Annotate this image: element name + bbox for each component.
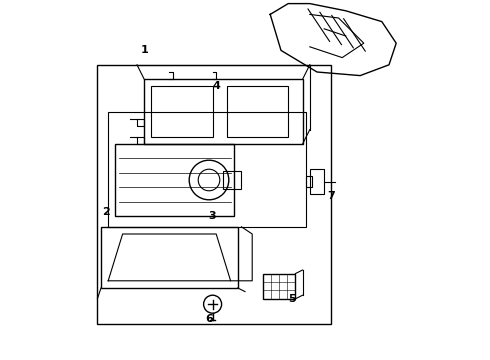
Text: 1: 1 xyxy=(140,45,148,55)
Bar xyxy=(116,144,234,216)
Bar xyxy=(263,274,295,299)
Bar xyxy=(306,176,312,187)
Text: 5: 5 xyxy=(288,294,295,304)
Bar xyxy=(227,86,288,137)
Bar xyxy=(144,79,303,144)
Text: 7: 7 xyxy=(327,191,335,201)
Text: 6: 6 xyxy=(205,314,213,324)
Bar xyxy=(223,171,242,189)
Text: 2: 2 xyxy=(102,207,110,217)
Bar xyxy=(151,86,213,137)
Bar xyxy=(98,65,331,324)
Bar xyxy=(108,112,306,227)
Bar xyxy=(310,169,324,194)
Bar xyxy=(101,227,238,288)
Text: 3: 3 xyxy=(209,211,217,221)
Text: 4: 4 xyxy=(212,81,220,91)
